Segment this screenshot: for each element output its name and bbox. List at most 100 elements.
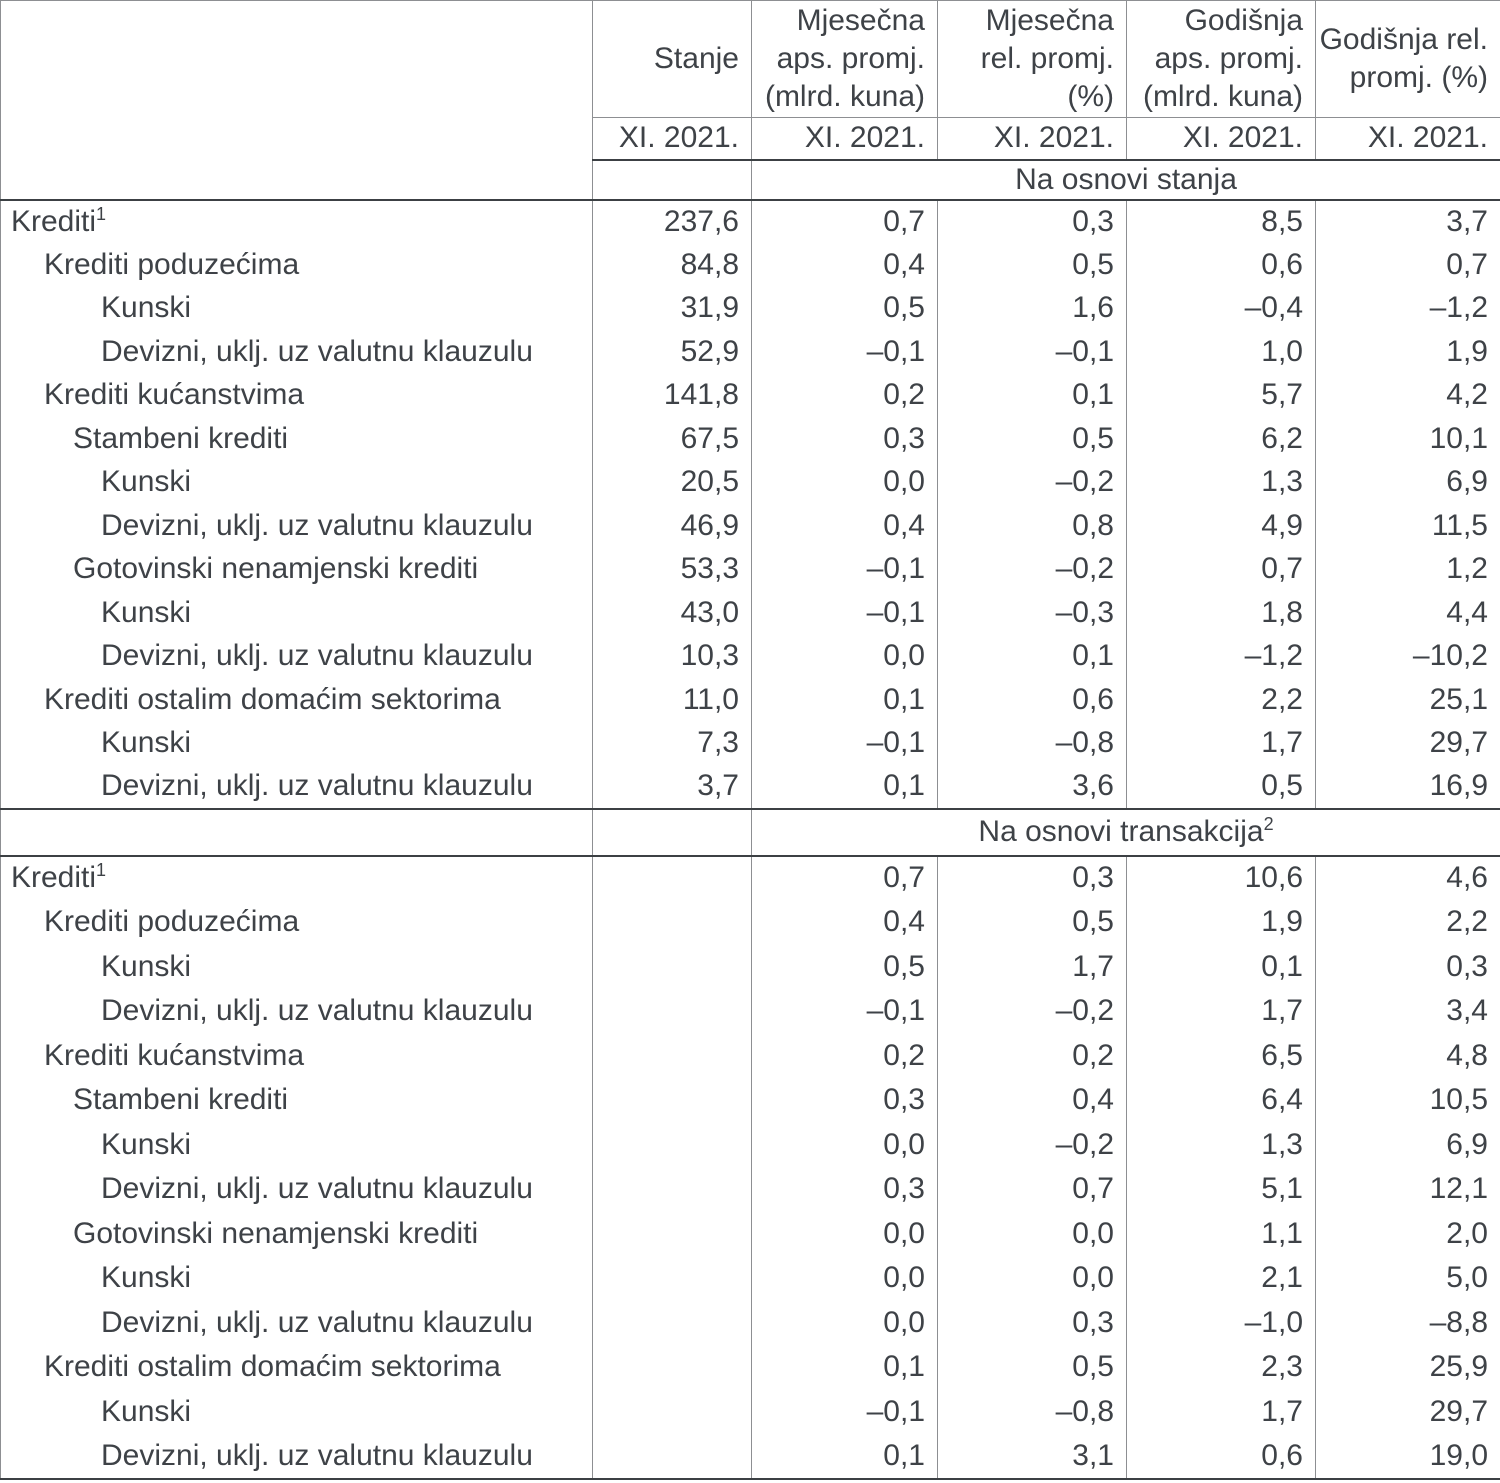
empty-cell	[592, 159, 752, 201]
cell-godisnja-aps-promj: 1,1	[1126, 1211, 1316, 1256]
empty-cell	[592, 807, 752, 857]
table-row: Kunski –0,1 –0,8 1,7 29,7	[1, 1389, 1500, 1434]
cell-mjesecna-aps-promj: –0,1	[751, 721, 938, 765]
cell-godisnja-rel-promj: 12,1	[1315, 1167, 1500, 1212]
table-row: Kunski 20,5 0,0 –0,2 1,3 6,9	[1, 460, 1500, 504]
row-label: Krediti poduzećima	[44, 247, 300, 281]
cell-mjesecna-aps-promj: –0,1	[751, 591, 938, 635]
cell-mjesecna-aps-promj: 0,5	[751, 286, 938, 330]
cell-mjesecna-rel-promj: –0,2	[937, 1122, 1127, 1167]
footnote-marker: 1	[96, 860, 107, 881]
cell-stanje	[592, 944, 752, 989]
table-row: Kunski 0,0 –0,2 1,3 6,9	[1, 1122, 1500, 1167]
cell-mjesecna-rel-promj: 0,5	[937, 417, 1127, 461]
row-label: Devizni, uklj. uz valutnu klauzulu	[101, 769, 533, 803]
row-label: Kunski	[101, 595, 192, 629]
table-row: Krediti kućanstvima 141,8 0,2 0,1 5,7 4,2	[1, 373, 1500, 417]
section-banner-row-stanja: Na osnovi stanja	[1, 159, 1500, 201]
cell-godisnja-rel-promj: 29,7	[1315, 721, 1500, 765]
cell-godisnja-aps-promj: 1,0	[1126, 330, 1316, 374]
table-row: Gotovinski nenamjenski krediti 0,0 0,0 1,1 2…	[1, 1211, 1500, 1256]
cell-mjesecna-aps-promj: 0,0	[751, 460, 938, 504]
cell-godisnja-rel-promj: –8,8	[1315, 1300, 1500, 1345]
cell-mjesecna-rel-promj: 0,7	[937, 1167, 1127, 1212]
header-label-cell	[0, 0, 593, 201]
cell-mjesecna-aps-promj: –0,1	[751, 330, 938, 374]
cell-mjesecna-rel-promj: 0,0	[937, 1256, 1127, 1301]
cell-mjesecna-aps-promj: 0,3	[751, 1078, 938, 1123]
row-label: Krediti1	[11, 203, 107, 238]
cell-godisnja-rel-promj: 4,4	[1315, 591, 1500, 635]
cell-stanje	[592, 1300, 752, 1345]
header-title-row: Stanje Mjesečna aps. promj. (mlrd. kuna)…	[0, 0, 1500, 201]
cell-mjesecna-rel-promj: 0,0	[937, 1211, 1127, 1256]
cell-mjesecna-aps-promj: 0,0	[751, 634, 938, 678]
cell-mjesecna-rel-promj: –0,2	[937, 547, 1127, 591]
cell-stanje: 53,3	[592, 547, 752, 591]
table-row: Devizni, uklj. uz valutnu klauzulu 10,3 0,…	[1, 634, 1500, 678]
column-header-stanje: Stanje	[592, 0, 752, 118]
cell-godisnja-aps-promj: 2,3	[1126, 1345, 1316, 1390]
cell-godisnja-rel-promj: 3,7	[1315, 199, 1500, 243]
cell-mjesecna-aps-promj: 0,7	[751, 199, 938, 243]
cell-mjesecna-rel-promj: 3,6	[937, 765, 1127, 809]
cell-mjesecna-aps-promj: –0,1	[751, 1389, 938, 1434]
section-stanja-body: Krediti1 237,6 0,7 0,3 8,5 3,7 Krediti poduzeć…	[1, 199, 1500, 809]
section-banner-text: Na osnovi transakcija	[978, 815, 1264, 848]
row-label: Devizni, uklj. uz valutnu klauzulu	[101, 1305, 533, 1339]
cell-godisnja-aps-promj: 1,3	[1126, 460, 1316, 504]
row-label: Kunski	[101, 1127, 192, 1161]
period-cell: XI. 2021.	[1126, 117, 1316, 161]
table-row: Devizni, uklj. uz valutnu klauzulu 52,9 –0…	[1, 330, 1500, 374]
cell-stanje: 11,0	[592, 678, 752, 722]
cell-godisnja-rel-promj: 6,9	[1315, 1122, 1500, 1167]
cell-godisnja-aps-promj: 0,1	[1126, 944, 1316, 989]
section-banner-transakcija: Na osnovi transakcija2	[751, 807, 1500, 857]
cell-mjesecna-aps-promj: 0,1	[751, 765, 938, 809]
row-label: Kunski	[101, 949, 192, 983]
cell-mjesecna-aps-promj: 0,1	[751, 678, 938, 722]
cell-mjesecna-aps-promj: 0,0	[751, 1300, 938, 1345]
table-row: Kunski 0,5 1,7 0,1 0,3	[1, 944, 1500, 989]
table-row: Kunski 43,0 –0,1 –0,3 1,8 4,4	[1, 591, 1500, 635]
cell-godisnja-aps-promj: 0,6	[1126, 1434, 1316, 1479]
cell-stanje	[592, 1389, 752, 1434]
section-banner-stanja: Na osnovi stanja	[751, 159, 1500, 201]
cell-mjesecna-rel-promj: 0,5	[937, 1345, 1127, 1390]
cell-godisnja-aps-promj: –1,0	[1126, 1300, 1316, 1345]
cell-stanje	[592, 1345, 752, 1390]
cell-mjesecna-rel-promj: 0,3	[937, 855, 1127, 900]
cell-mjesecna-aps-promj: 0,4	[751, 243, 938, 287]
table-row: Stambeni krediti 67,5 0,3 0,5 6,2 10,1	[1, 417, 1500, 461]
footnote-marker: 2	[1263, 814, 1274, 834]
table-row: Kunski 0,0 0,0 2,1 5,0	[1, 1256, 1500, 1301]
cell-godisnja-aps-promj: 5,7	[1126, 373, 1316, 417]
cell-mjesecna-rel-promj: 0,1	[937, 634, 1127, 678]
cell-godisnja-aps-promj: 6,5	[1126, 1033, 1316, 1078]
table-header: Stanje Mjesečna aps. promj. (mlrd. kuna)…	[0, 0, 1500, 201]
cell-godisnja-rel-promj: 4,8	[1315, 1033, 1500, 1078]
cell-stanje	[592, 855, 752, 900]
period-cell: XI. 2021.	[937, 117, 1127, 161]
cell-godisnja-rel-promj: 2,2	[1315, 900, 1500, 945]
section-divider: Na osnovi transakcija2	[0, 807, 1500, 857]
cell-mjesecna-aps-promj: 0,4	[751, 900, 938, 945]
cell-godisnja-rel-promj: 0,3	[1315, 944, 1500, 989]
cell-mjesecna-rel-promj: 3,1	[937, 1434, 1127, 1479]
cell-mjesecna-aps-promj: 0,1	[751, 1345, 938, 1390]
table-row: Devizni, uklj. uz valutnu klauzulu –0,1 –0…	[1, 989, 1500, 1034]
cell-godisnja-aps-promj: 0,7	[1126, 547, 1316, 591]
cell-stanje: 20,5	[592, 460, 752, 504]
cell-mjesecna-rel-promj: 0,6	[937, 678, 1127, 722]
row-label: Krediti poduzećima	[44, 905, 300, 939]
row-label: Stambeni krediti	[73, 1083, 289, 1117]
cell-stanje: 67,5	[592, 417, 752, 461]
cell-stanje	[592, 1122, 752, 1167]
row-label: Krediti ostalim domaćim sektorima	[44, 682, 501, 716]
cell-godisnja-aps-promj: 0,6	[1126, 243, 1316, 287]
period-cell: XI. 2021.	[751, 117, 938, 161]
cell-godisnja-rel-promj: 6,9	[1315, 460, 1500, 504]
row-label: Krediti ostalim domaćim sektorima	[44, 1350, 501, 1384]
table-row: Devizni, uklj. uz valutnu klauzulu 46,9 0,…	[1, 504, 1500, 548]
cell-mjesecna-rel-promj: –0,8	[937, 1389, 1127, 1434]
